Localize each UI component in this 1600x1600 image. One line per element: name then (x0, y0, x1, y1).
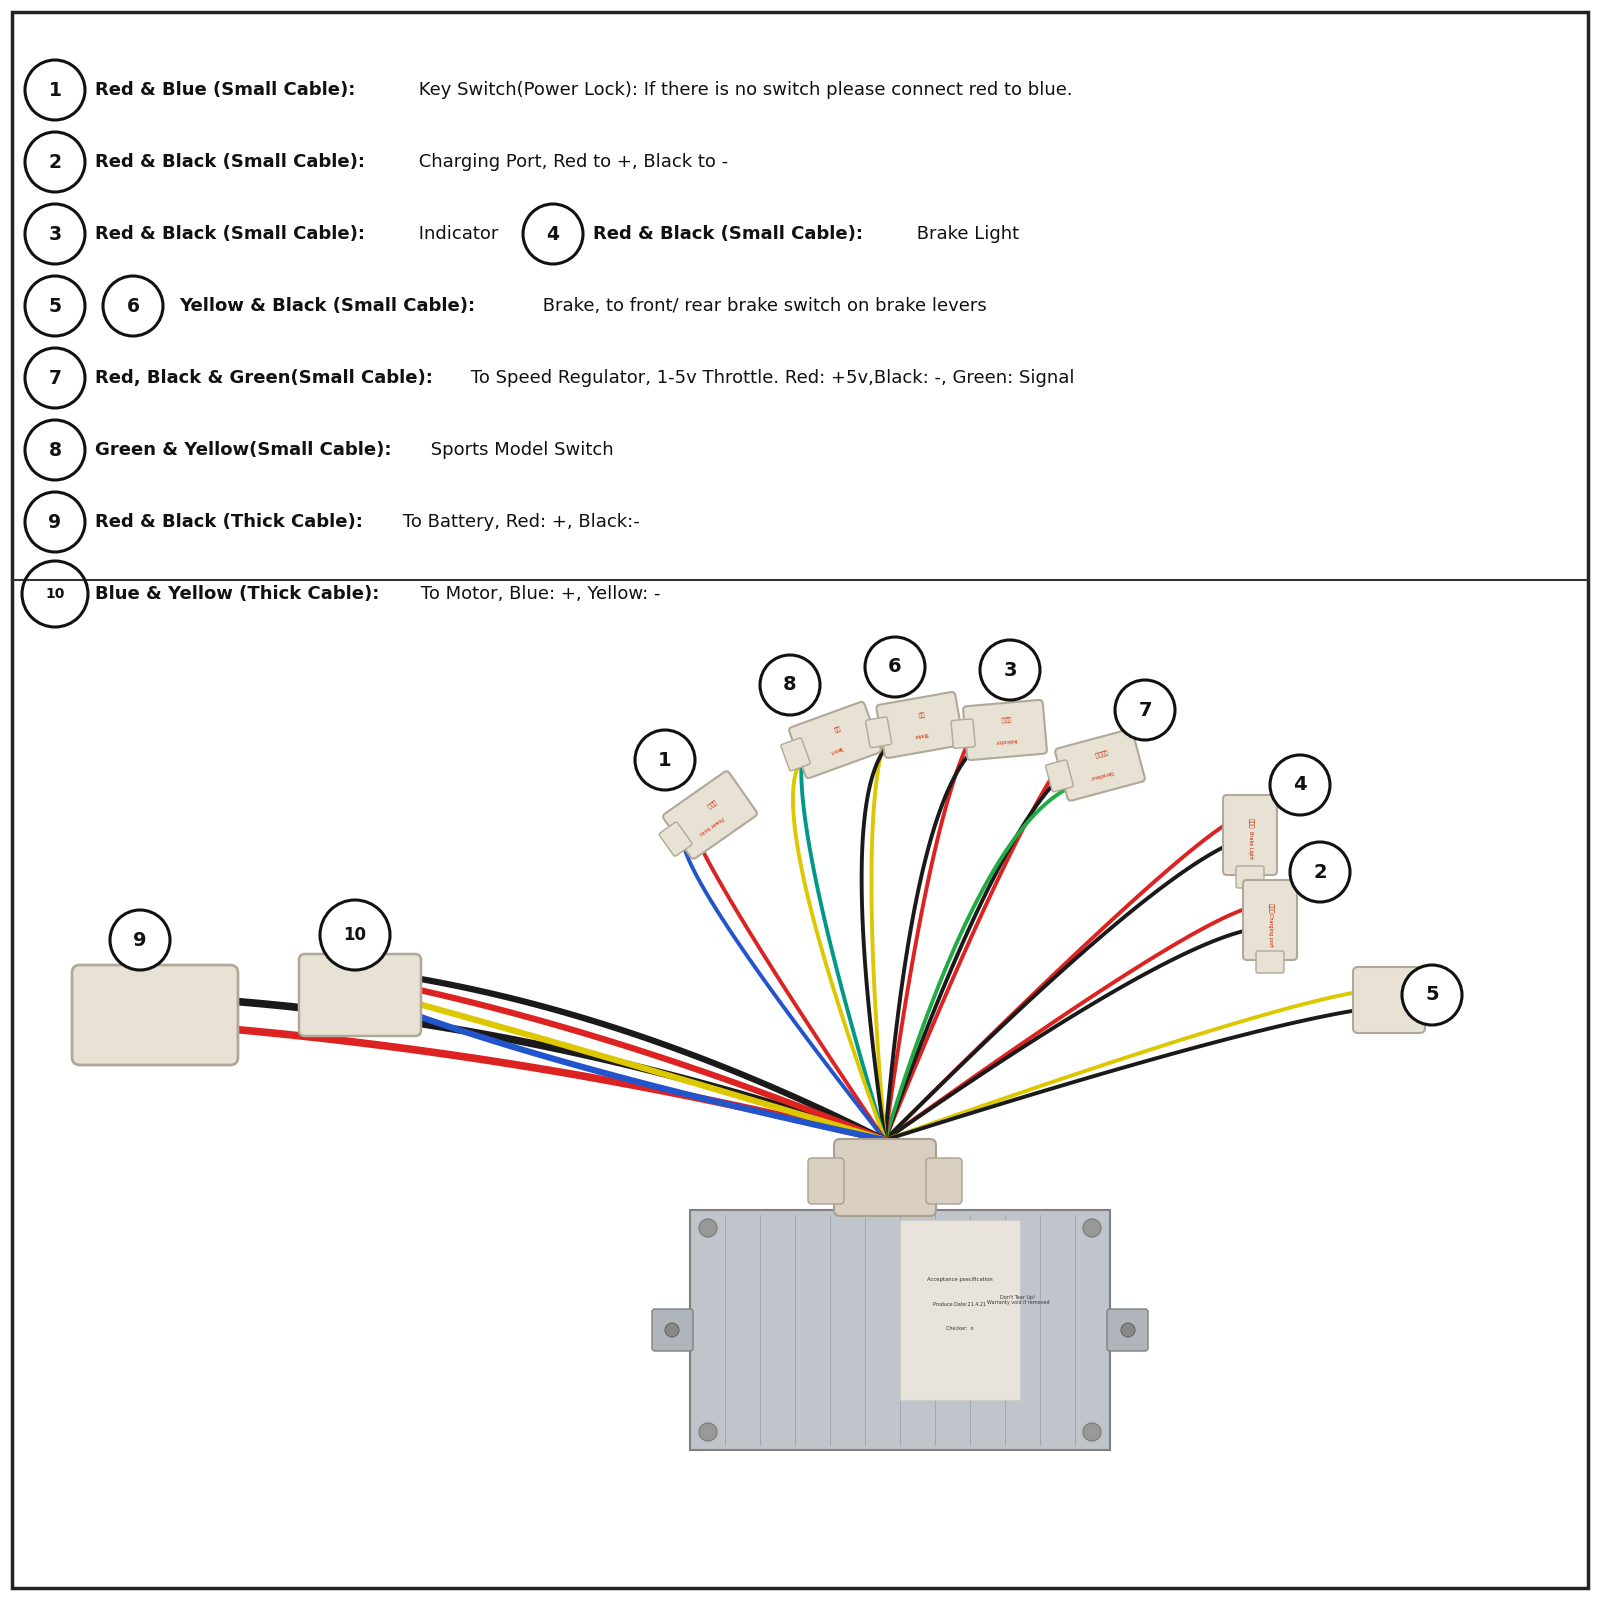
Circle shape (1290, 842, 1350, 902)
Text: Yellow & Black (Small Cable):: Yellow & Black (Small Cable): (179, 298, 475, 315)
Circle shape (699, 1219, 717, 1237)
Text: 3: 3 (48, 224, 61, 243)
Text: 10: 10 (45, 587, 64, 602)
FancyBboxPatch shape (662, 771, 757, 859)
Text: 8: 8 (48, 440, 61, 459)
FancyBboxPatch shape (1107, 1309, 1149, 1350)
Text: Acceptance psecification: Acceptance psecification (926, 1277, 994, 1283)
FancyBboxPatch shape (1256, 950, 1283, 973)
Circle shape (1083, 1422, 1101, 1442)
FancyBboxPatch shape (299, 954, 421, 1037)
Text: 1: 1 (658, 750, 672, 770)
Circle shape (1402, 965, 1462, 1026)
Text: Checker:  o: Checker: o (946, 1325, 974, 1331)
Circle shape (666, 1323, 678, 1338)
Text: 2: 2 (48, 152, 61, 171)
Text: 7: 7 (48, 368, 61, 387)
Text: Sport: Sport (829, 746, 843, 755)
Circle shape (1270, 755, 1330, 814)
Circle shape (979, 640, 1040, 701)
FancyBboxPatch shape (926, 1158, 962, 1203)
Text: Charging Port, Red to +, Black to -: Charging Port, Red to +, Black to - (413, 154, 728, 171)
Text: Charging port: Charging port (1269, 914, 1274, 947)
FancyBboxPatch shape (1045, 760, 1074, 792)
Text: 4: 4 (547, 224, 560, 243)
Text: 9: 9 (48, 512, 61, 531)
Text: 刹车灯: 刹车灯 (1248, 818, 1254, 829)
Text: Red, Black & Green(Small Cable):: Red, Black & Green(Small Cable): (94, 370, 434, 387)
FancyBboxPatch shape (1237, 866, 1264, 888)
Text: Key Switch(Power Lock): If there is no switch please connect red to blue.: Key Switch(Power Lock): If there is no s… (413, 82, 1072, 99)
Circle shape (320, 899, 390, 970)
FancyBboxPatch shape (950, 718, 974, 749)
Text: Red & Blue (Small Cable):: Red & Blue (Small Cable): (94, 82, 355, 99)
Text: 刹车: 刹车 (917, 710, 925, 717)
FancyBboxPatch shape (963, 699, 1046, 760)
Text: 电门锁: 电门锁 (706, 798, 717, 808)
Text: 5: 5 (1426, 986, 1438, 1005)
Text: Sports Model Switch: Sports Model Switch (426, 442, 614, 459)
FancyBboxPatch shape (1354, 966, 1426, 1034)
Text: Brake, to front/ rear brake switch on brake levers: Brake, to front/ rear brake switch on br… (538, 298, 987, 315)
Text: 3: 3 (1003, 661, 1016, 680)
Text: Brake Light: Brake Light (910, 226, 1019, 243)
FancyBboxPatch shape (808, 1158, 845, 1203)
Text: 调速转把: 调速转把 (1093, 749, 1109, 757)
FancyBboxPatch shape (1054, 730, 1146, 800)
Text: 8: 8 (782, 675, 797, 694)
FancyBboxPatch shape (834, 1139, 936, 1216)
Text: 4: 4 (1293, 776, 1307, 795)
Text: Indicator: Indicator (995, 736, 1018, 744)
Circle shape (635, 730, 694, 790)
Text: Produce Date:21.4.21: Produce Date:21.4.21 (933, 1302, 987, 1307)
FancyBboxPatch shape (72, 965, 238, 1066)
Text: Indicator: Indicator (413, 226, 498, 243)
Text: 运动: 运动 (832, 725, 840, 731)
Text: Red & Black (Small Cable):: Red & Black (Small Cable): (594, 226, 862, 243)
Text: 充电口: 充电口 (1269, 902, 1274, 914)
Text: 9: 9 (133, 931, 147, 949)
Text: 1: 1 (48, 80, 61, 99)
FancyBboxPatch shape (659, 822, 691, 856)
Text: To Speed Regulator, 1-5v Throttle. Red: +5v,Black: -, Green: Signal: To Speed Regulator, 1-5v Throttle. Red: … (466, 370, 1075, 387)
FancyBboxPatch shape (866, 717, 891, 747)
Text: Don't Tear Up!
Warranty void if removed: Don't Tear Up! Warranty void if removed (987, 1294, 1050, 1306)
Text: Green & Yellow(Small Cable):: Green & Yellow(Small Cable): (94, 442, 392, 459)
FancyBboxPatch shape (1243, 880, 1298, 960)
Text: Power locks: Power locks (698, 814, 725, 835)
FancyBboxPatch shape (789, 702, 882, 778)
Text: 5: 5 (48, 296, 61, 315)
FancyBboxPatch shape (690, 1210, 1110, 1450)
FancyBboxPatch shape (13, 11, 1587, 1587)
Circle shape (1083, 1219, 1101, 1237)
Text: Red & Black (Small Cable):: Red & Black (Small Cable): (94, 154, 365, 171)
FancyBboxPatch shape (1222, 795, 1277, 875)
Circle shape (760, 654, 819, 715)
Text: To Battery, Red: +, Black:-: To Battery, Red: +, Black:- (397, 514, 640, 531)
Text: To Motor, Blue: +, Yellow: -: To Motor, Blue: +, Yellow: - (414, 586, 661, 603)
Text: 6: 6 (126, 296, 139, 315)
Text: 2: 2 (1314, 862, 1326, 882)
Circle shape (699, 1422, 717, 1442)
Text: 指示灯: 指示灯 (1000, 715, 1011, 722)
Text: Brake: Brake (914, 731, 928, 739)
Text: 6: 6 (888, 658, 902, 677)
FancyBboxPatch shape (653, 1309, 693, 1350)
Circle shape (866, 637, 925, 698)
Text: 10: 10 (344, 926, 366, 944)
Text: Red & Black (Small Cable):: Red & Black (Small Cable): (94, 226, 365, 243)
Text: Brake Light: Brake Light (1248, 830, 1253, 859)
Text: Derailleur: Derailleur (1088, 770, 1114, 781)
Circle shape (1115, 680, 1174, 739)
Circle shape (1122, 1323, 1134, 1338)
Circle shape (110, 910, 170, 970)
FancyBboxPatch shape (899, 1219, 1021, 1400)
FancyBboxPatch shape (877, 693, 963, 758)
FancyBboxPatch shape (781, 738, 810, 771)
Text: 7: 7 (1138, 701, 1152, 720)
Text: Red & Black (Thick Cable):: Red & Black (Thick Cable): (94, 514, 363, 531)
Text: Blue & Yellow (Thick Cable):: Blue & Yellow (Thick Cable): (94, 586, 379, 603)
